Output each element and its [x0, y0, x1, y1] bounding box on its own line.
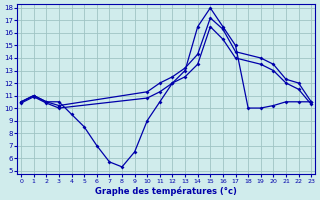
- X-axis label: Graphe des températures (°c): Graphe des températures (°c): [95, 186, 237, 196]
